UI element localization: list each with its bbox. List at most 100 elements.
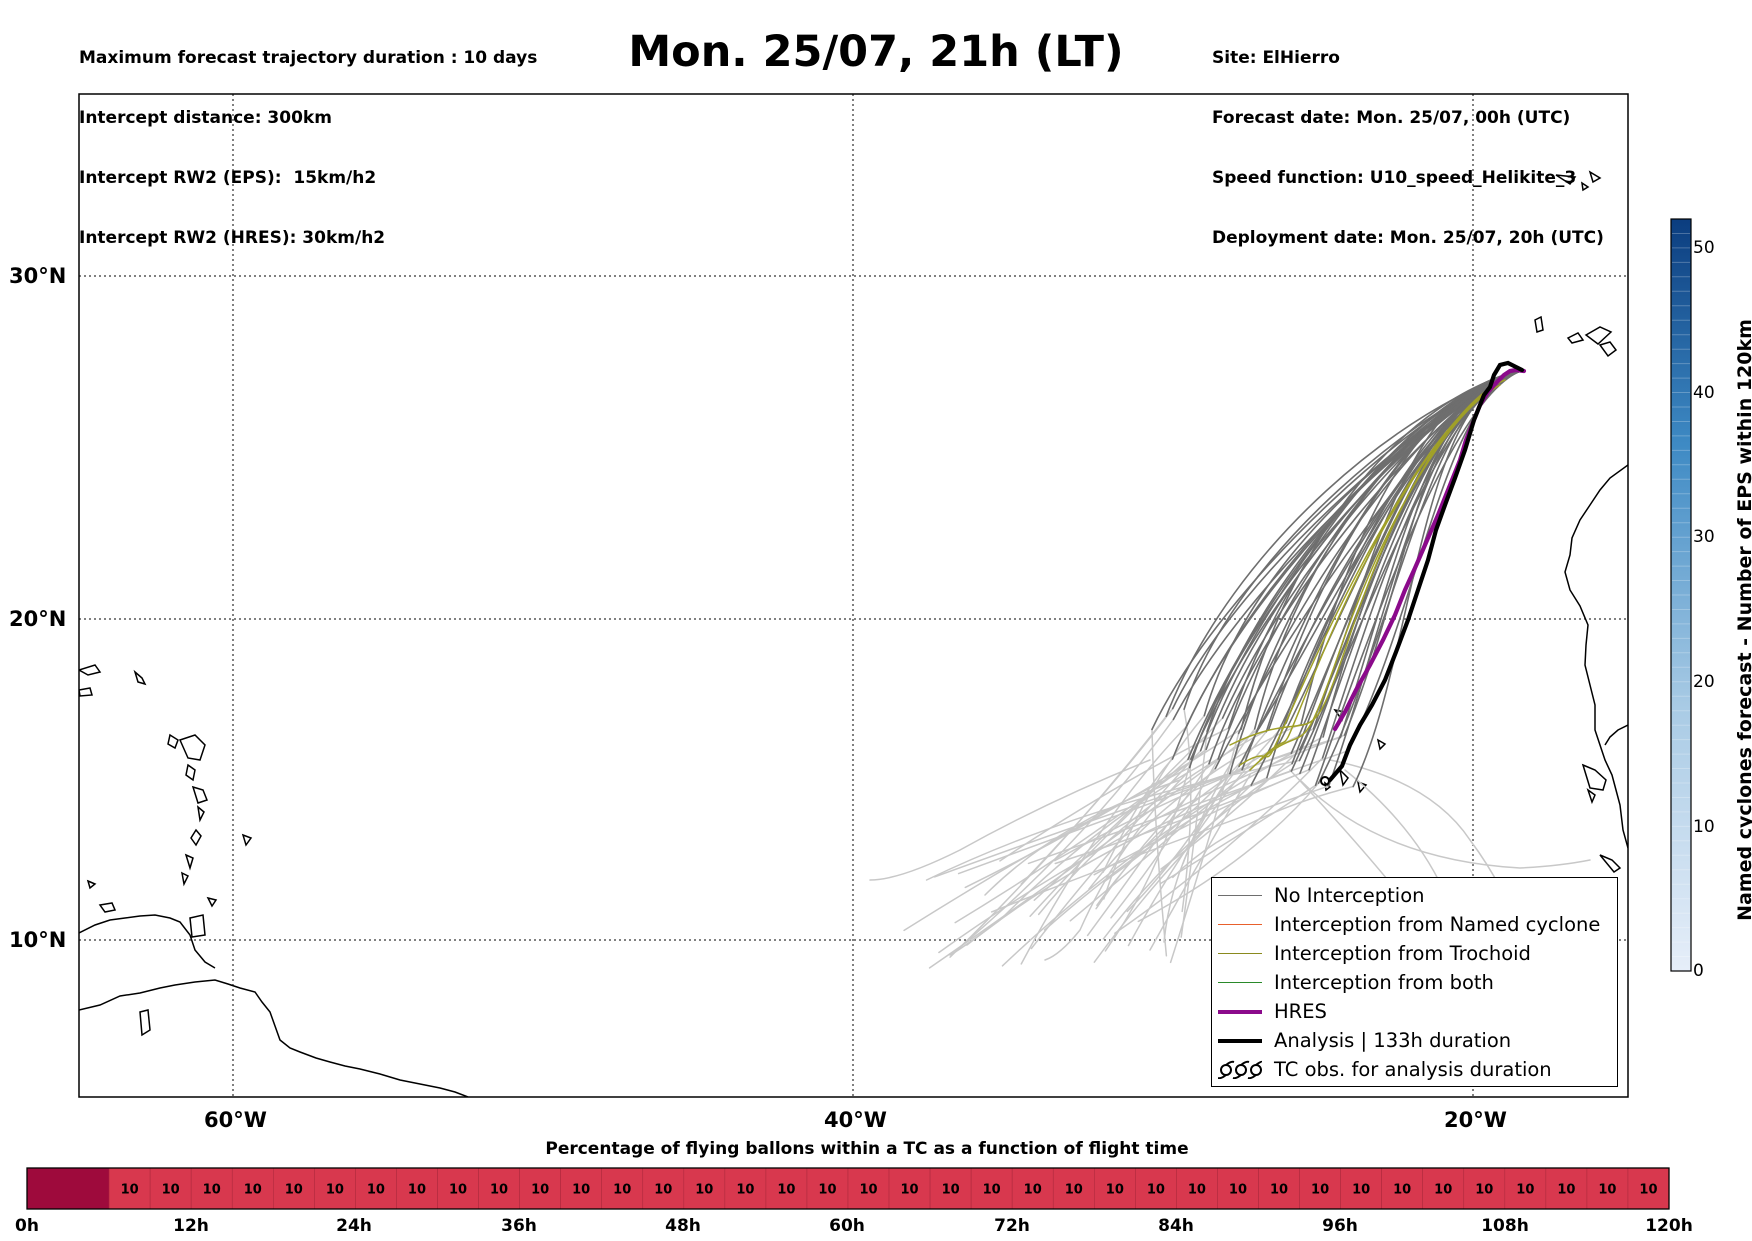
eps-trajectory	[1277, 371, 1519, 747]
eps-trajectory	[1266, 371, 1519, 779]
eps-trajectory	[1227, 371, 1519, 729]
info-line: Maximum forecast trajectory duration : 1…	[79, 48, 538, 68]
colorbar-label: Named cyclones forecast - Number of EPS …	[1734, 319, 1752, 921]
time-cell-value: 10	[1065, 1183, 1083, 1198]
legend-swatch	[1218, 1039, 1262, 1043]
time-cell-value: 10	[1434, 1183, 1452, 1198]
eps-trajectory-extension	[964, 728, 1242, 889]
time-cell-value: 10	[1270, 1183, 1288, 1198]
trochoid-trajectory	[1249, 384, 1501, 771]
time-cell-value: 10	[1393, 1183, 1411, 1198]
parameters-info: Maximum forecast trajectory duration : 1…	[79, 8, 537, 268]
time-cell	[1135, 1167, 1177, 1210]
time-cell	[1381, 1167, 1424, 1210]
eps-trajectory	[1241, 371, 1519, 771]
time-cell	[806, 1167, 849, 1210]
eps-trajectory-extension	[1159, 784, 1317, 885]
eps-trajectory-extension	[1044, 769, 1191, 961]
eps-trajectory-extension	[957, 768, 1243, 875]
info-line: Speed function: U10_speed_Helikite_3	[1212, 168, 1577, 188]
site-info: Site: ElHierro Forecast date: Mon. 25/07…	[1212, 8, 1604, 268]
eps-trajectory-extension	[1037, 728, 1270, 916]
legend-swatch	[1218, 953, 1262, 954]
eps-trajectory-extension	[1126, 772, 1231, 913]
time-cell-value: 10	[326, 1183, 344, 1198]
time-cell-value: 10	[654, 1183, 672, 1198]
time-cell-value: 10	[1024, 1183, 1042, 1198]
legend-item: Interception from both	[1212, 969, 1617, 997]
time-cell-value: 10	[1106, 1183, 1124, 1198]
time-cell	[1094, 1167, 1136, 1210]
hres-trajectory	[1332, 367, 1527, 732]
tc-symbol-icon	[1218, 1060, 1262, 1079]
time-cell-value: 10	[203, 1183, 221, 1198]
time-cell	[970, 1167, 1013, 1210]
time-cell-value: 10	[1352, 1183, 1370, 1198]
time-cell-value: 10	[1188, 1183, 1206, 1198]
trajectories-trochoid	[1229, 379, 1506, 771]
eps-trajectory-extension	[1054, 768, 1310, 865]
time-cell-value: 10	[1639, 1183, 1657, 1198]
time-cell-value: 10	[1311, 1183, 1329, 1198]
time-cell	[765, 1167, 808, 1210]
tc-obs-marker	[1320, 776, 1331, 786]
time-cell-value: 10	[983, 1183, 1001, 1198]
legend-label: Interception from Trochoid	[1274, 942, 1531, 965]
time-tick: 0h	[15, 1216, 39, 1236]
time-cell	[478, 1167, 520, 1210]
colorbar-tick: 30	[1693, 527, 1715, 547]
time-cell-value: 10	[942, 1183, 960, 1198]
time-cell-value: 10	[1557, 1183, 1575, 1198]
time-cell	[1011, 1167, 1054, 1210]
time-cell-value: 10	[777, 1183, 795, 1198]
lon-label: 60°W	[204, 1108, 267, 1132]
colorbar-tick: 40	[1693, 383, 1715, 403]
legend-label: Interception from Named cyclone	[1274, 913, 1601, 936]
eps-trajectory-extension	[1114, 757, 1324, 935]
time-cell-value: 10	[1516, 1183, 1534, 1198]
eps-trajectory-extension	[1095, 767, 1217, 910]
legend-label: Interception from both	[1274, 971, 1494, 994]
eps-trajectory-extension	[1088, 723, 1302, 890]
time-cell-value: 10	[1598, 1183, 1616, 1198]
legend-item: HRES	[1212, 998, 1617, 1026]
time-tick: 60h	[829, 1216, 865, 1236]
time-cell-value: 10	[1229, 1183, 1247, 1198]
colorbar	[1670, 218, 1692, 972]
eps-trajectory-extension	[1149, 774, 1251, 951]
time-cell-value: 10	[695, 1183, 713, 1198]
legend-swatch	[1218, 1010, 1262, 1014]
eps-trajectory-extension	[984, 779, 1181, 896]
eps-trajectory-extension	[1160, 748, 1301, 870]
time-tick: 12h	[173, 1216, 209, 1236]
time-tick: 96h	[1322, 1216, 1358, 1236]
info-line: Deployment date: Mon. 25/07, 20h (UTC)	[1212, 228, 1604, 248]
time-cell-value: 10	[408, 1183, 426, 1198]
eps-trajectory	[1290, 371, 1519, 755]
time-cell-value: 10	[531, 1183, 549, 1198]
legend-item: Analysis | 133h duration	[1212, 1027, 1617, 1055]
time-cell	[190, 1167, 233, 1210]
colorbar-tick: 0	[1693, 961, 1704, 981]
eps-trajectory-extension	[1169, 732, 1240, 964]
lon-label: 20°W	[1444, 1108, 1507, 1132]
legend-item: Interception from Trochoid	[1212, 940, 1617, 968]
lat-label: 30°N	[9, 264, 67, 288]
trochoid-trajectory	[1239, 389, 1491, 766]
time-cell-value: 10	[162, 1183, 180, 1198]
time-cell	[560, 1167, 603, 1210]
time-cell-value: 10	[1147, 1183, 1165, 1198]
time-tick: 108h	[1481, 1216, 1529, 1236]
info-line: Site: ElHierro	[1212, 48, 1340, 68]
time-cell-value: 10	[859, 1183, 877, 1198]
eps-trajectory-extension	[1103, 730, 1268, 883]
eps-trajectory-extension	[1181, 708, 1192, 913]
eps-trajectory-extension	[999, 727, 1230, 862]
legend-swatch	[1218, 982, 1262, 983]
time-cell	[1052, 1167, 1095, 1210]
legend-label: Analysis | 133h duration	[1274, 1029, 1512, 1052]
legend-swatch	[1218, 924, 1262, 925]
time-cell-value: 10	[736, 1183, 754, 1198]
trajectories-no-interception	[1151, 371, 1519, 788]
